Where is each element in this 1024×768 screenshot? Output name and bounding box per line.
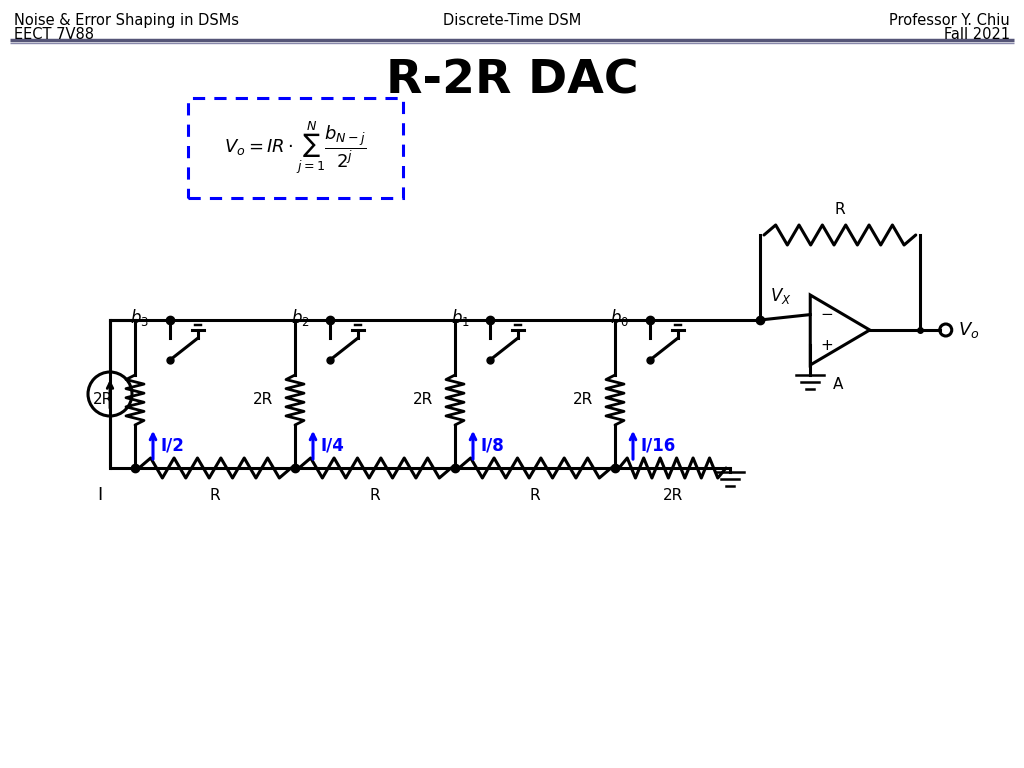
Text: $b_3$: $b_3$ [130, 307, 150, 328]
Text: R: R [835, 202, 845, 217]
Text: $V_o = IR \cdot \sum_{j=1}^{N} \dfrac{b_{N-j}}{2^j}$: $V_o = IR \cdot \sum_{j=1}^{N} \dfrac{b_… [224, 120, 367, 177]
Text: 2R: 2R [253, 392, 273, 408]
Text: A: A [833, 377, 843, 392]
Text: R: R [370, 488, 380, 503]
Text: 2R: 2R [663, 488, 683, 503]
Text: R: R [210, 488, 220, 503]
Text: 2R: 2R [93, 392, 113, 408]
Text: I: I [97, 486, 102, 504]
Text: $b_0$: $b_0$ [610, 307, 630, 328]
Text: 2R: 2R [413, 392, 433, 408]
Text: R: R [529, 488, 541, 503]
Text: I/2: I/2 [161, 436, 185, 454]
Text: Professor Y. Chiu: Professor Y. Chiu [889, 13, 1010, 28]
Text: R-2R DAC: R-2R DAC [386, 58, 638, 103]
FancyBboxPatch shape [188, 98, 403, 198]
Text: EECT 7V88: EECT 7V88 [14, 27, 94, 42]
Text: I/4: I/4 [321, 436, 345, 454]
Text: $V_o$: $V_o$ [957, 320, 979, 340]
Text: $b_2$: $b_2$ [291, 307, 309, 328]
Text: $V_X$: $V_X$ [770, 286, 792, 306]
Text: Noise & Error Shaping in DSMs: Noise & Error Shaping in DSMs [14, 13, 239, 28]
Text: Fall 2021: Fall 2021 [944, 27, 1010, 42]
Text: −: − [820, 307, 833, 322]
Text: I/8: I/8 [481, 436, 505, 454]
Text: 2R: 2R [572, 392, 593, 408]
Text: $b_1$: $b_1$ [451, 307, 469, 328]
Text: Discrete-Time DSM: Discrete-Time DSM [442, 13, 582, 28]
Text: I/16: I/16 [641, 436, 676, 454]
Text: +: + [820, 338, 833, 353]
